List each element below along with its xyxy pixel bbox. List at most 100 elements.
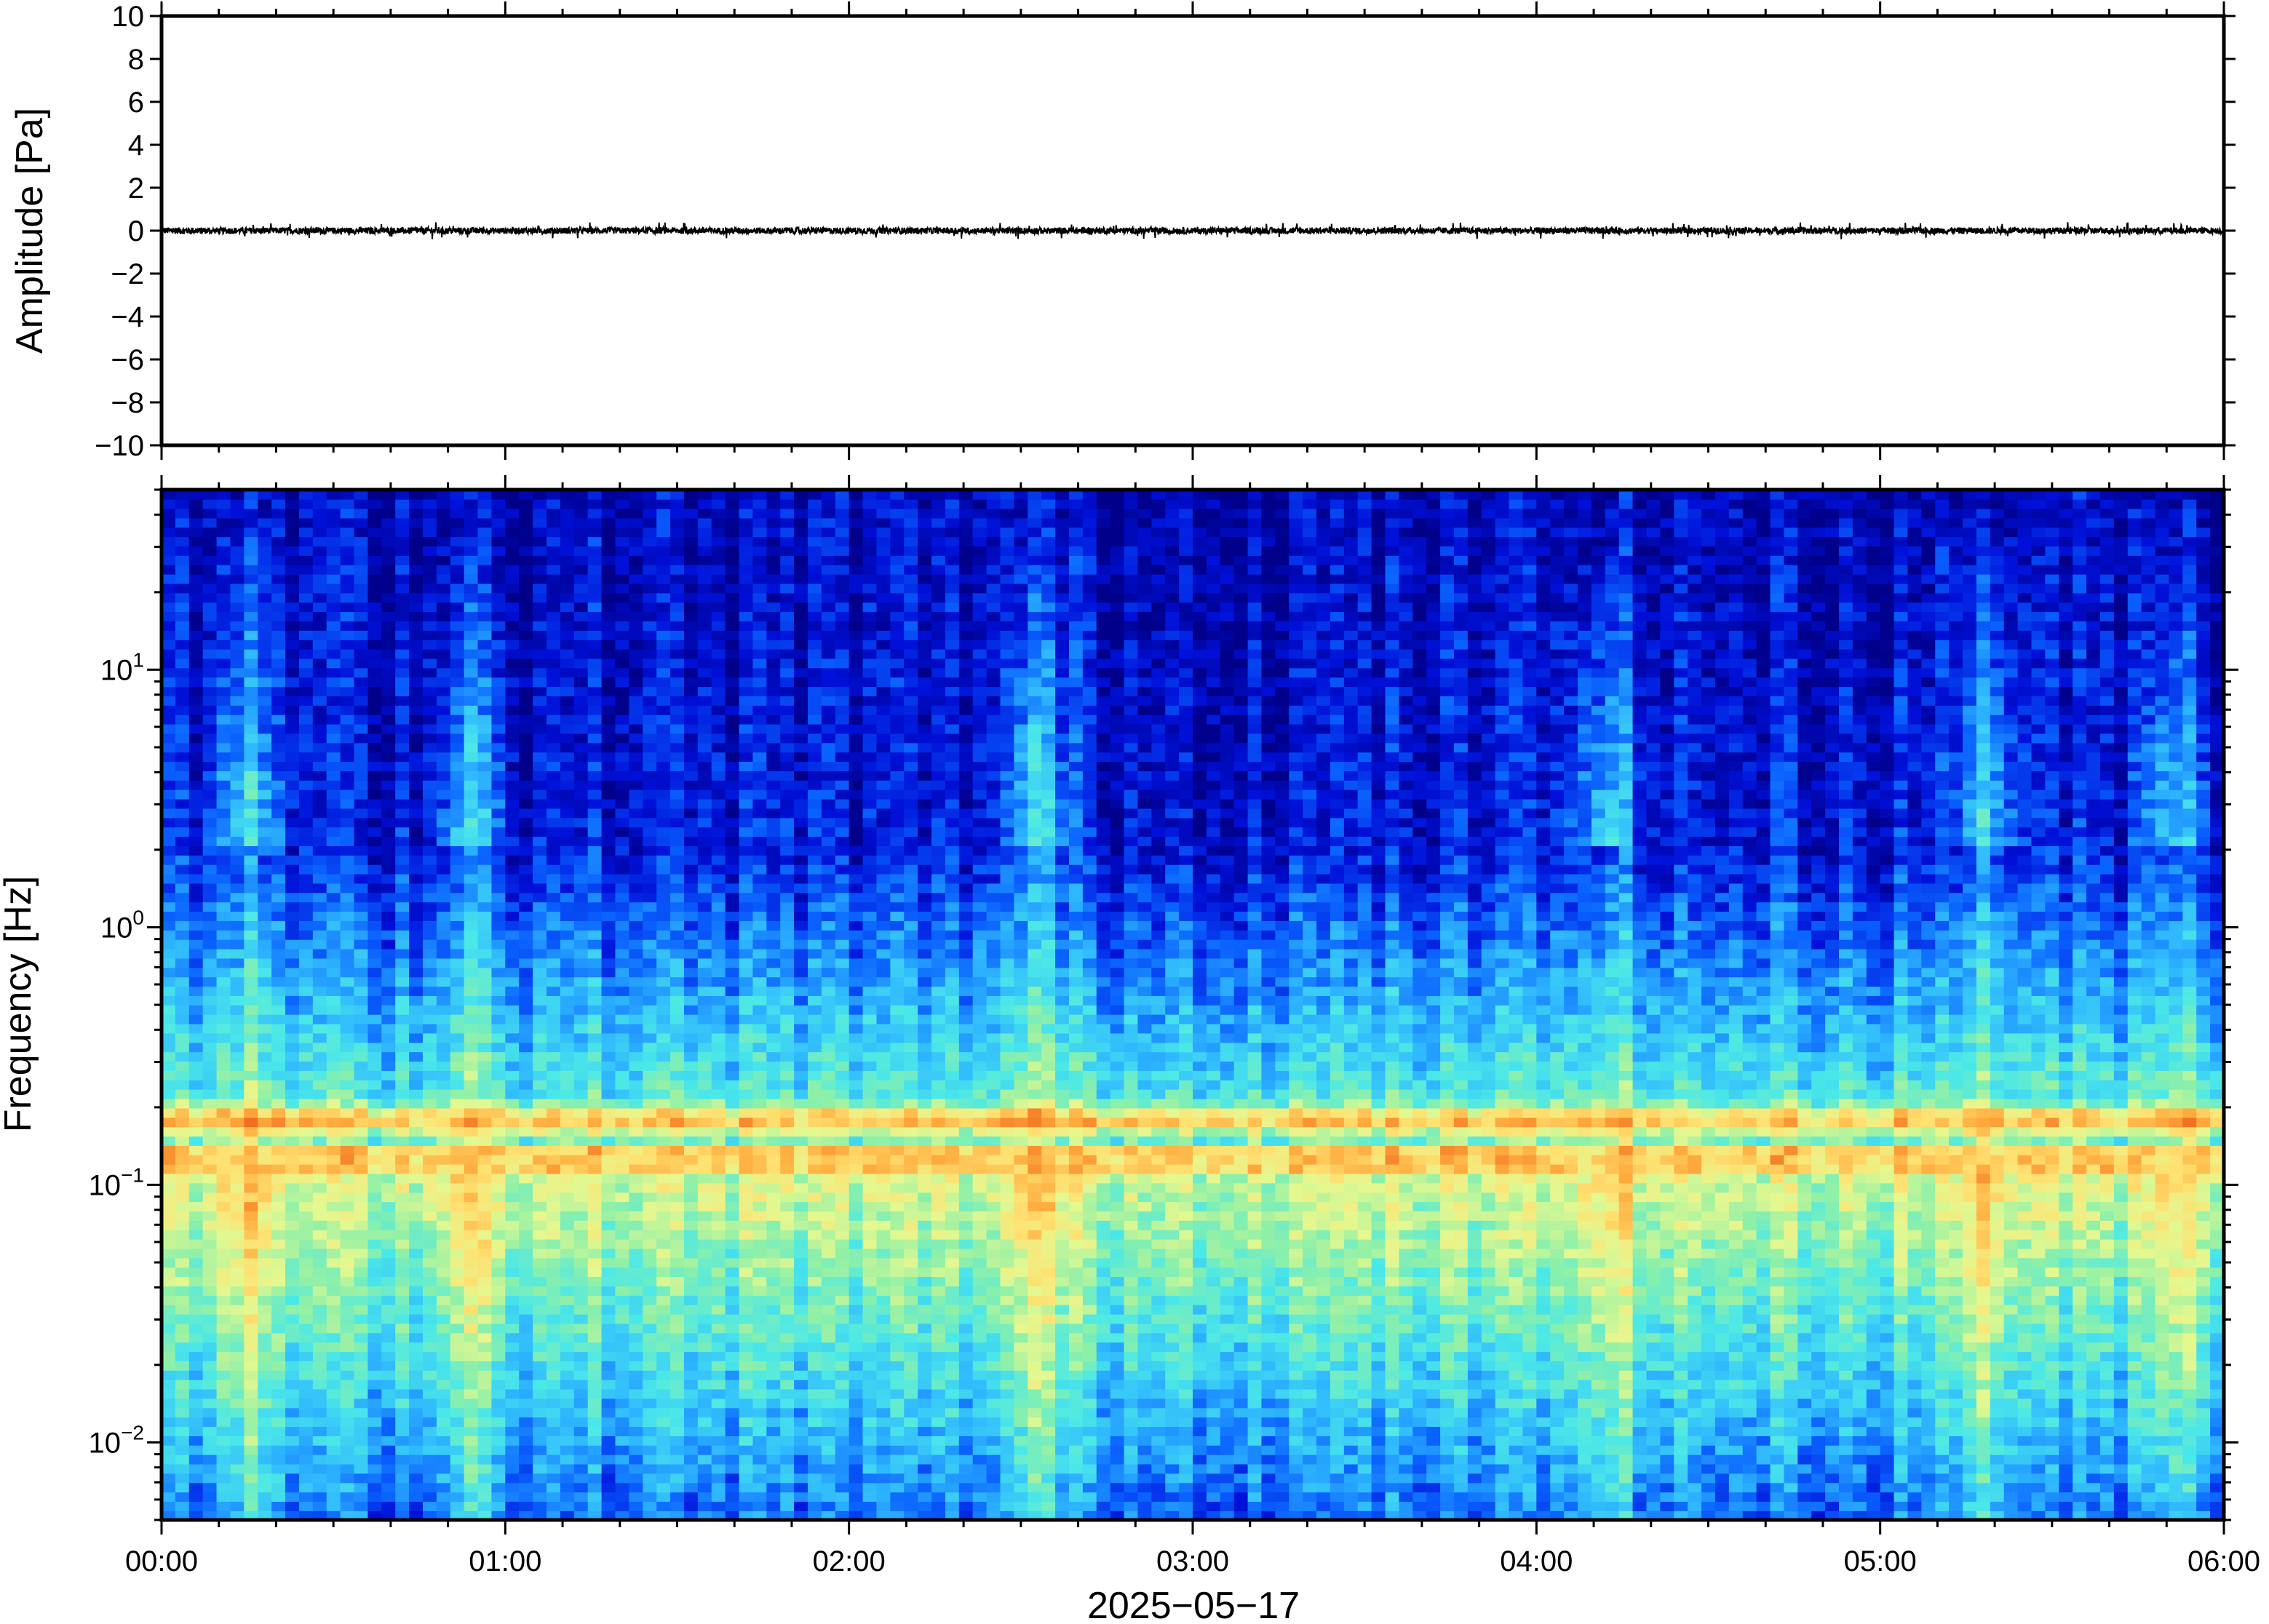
spectrogram-cell	[533, 1388, 547, 1399]
spectrogram-cell	[670, 1436, 685, 1446]
spectrogram-cell	[395, 1014, 410, 1024]
spectrogram-cell	[629, 639, 644, 650]
spectrogram-cell	[409, 930, 424, 940]
spectrogram-cell	[271, 976, 286, 987]
spectrogram-cell	[697, 573, 712, 584]
spectrogram-cell	[464, 696, 479, 706]
spectrogram-cell	[560, 1286, 575, 1296]
spectrogram-cell	[547, 564, 561, 575]
spectrogram-cell	[587, 930, 603, 940]
spectrogram-cell	[367, 1482, 383, 1493]
spectrogram-cell	[422, 1323, 437, 1334]
spectrogram-cell	[298, 939, 314, 950]
spectrogram-cell	[409, 667, 424, 678]
spectrogram-cell	[670, 1154, 685, 1165]
spectrogram-cell	[367, 1098, 383, 1109]
spectrogram-cell	[175, 845, 190, 856]
spectrogram-cell	[560, 527, 575, 538]
spectrogram-cell	[643, 1182, 657, 1193]
spectrogram-cell	[533, 714, 547, 725]
spectrogram-cell	[601, 696, 616, 706]
spectrogram-cell	[477, 555, 493, 565]
spectrogram-cell	[285, 536, 300, 547]
spectrogram-cell	[271, 1445, 286, 1455]
spectrogram-cell	[519, 930, 533, 940]
spectrogram-cell	[409, 1257, 424, 1268]
spectrogram-cell	[216, 892, 231, 903]
spectrogram-cell	[547, 1032, 561, 1043]
spectrogram-cell	[656, 827, 671, 837]
spectrogram-cell	[367, 1426, 383, 1436]
spectrogram-cell	[436, 1136, 451, 1146]
spectrogram-cell	[162, 1032, 176, 1043]
spectrogram-cell	[409, 517, 424, 528]
spectrogram-cell	[739, 808, 754, 819]
spectrogram-cell	[670, 1136, 685, 1146]
spectrogram-cell	[162, 733, 176, 744]
spectrogram-cell	[216, 621, 231, 631]
spectrogram-cell	[670, 771, 685, 781]
spectrogram-cell	[533, 958, 547, 968]
spectrogram-cell	[230, 789, 245, 800]
spectrogram-cell	[547, 1201, 561, 1211]
spectrogram-cell	[725, 1286, 740, 1296]
spectrogram-cell	[519, 639, 533, 650]
spectrogram-cell	[697, 498, 712, 509]
spectrogram-cell	[188, 939, 204, 950]
spectrogram-cell	[547, 1436, 561, 1446]
spectrogram-cell	[367, 1117, 383, 1128]
spectrogram-cell	[739, 1229, 754, 1240]
spectrogram-cell	[560, 1248, 575, 1259]
spectrogram-cell	[258, 658, 272, 669]
spectrogram-cell	[367, 1173, 383, 1184]
spectrogram-cell	[298, 1229, 314, 1240]
spectrogram-cell	[340, 1014, 355, 1024]
spectrogram-cell	[271, 677, 286, 688]
spectrogram-cell	[175, 864, 190, 875]
spectrogram-cell	[298, 1042, 314, 1053]
spectrogram-cell	[354, 1257, 369, 1268]
spectrogram-cell	[601, 911, 616, 921]
spectrogram-cell	[505, 1351, 520, 1361]
spectrogram-cell	[381, 1248, 396, 1259]
spectrogram-cell	[752, 1211, 768, 1221]
spectrogram-cell	[298, 1342, 314, 1353]
spectrogram-cell	[739, 733, 754, 744]
spectrogram-cell	[381, 696, 396, 706]
spectrogram-cell	[285, 1388, 300, 1399]
spectrogram-cell	[175, 508, 190, 519]
spectrogram-cell	[258, 845, 272, 856]
spectrogram-cell	[573, 1379, 589, 1390]
spectrogram-cell	[519, 1342, 533, 1353]
spectrogram-cell	[258, 555, 272, 565]
spectrogram-cell	[367, 1163, 383, 1174]
spectrogram-cell	[697, 1229, 712, 1240]
spectrogram-cell	[752, 527, 768, 538]
spectrogram-cell	[312, 490, 327, 500]
spectrogram-cell	[188, 901, 204, 912]
spectrogram-cell	[436, 1032, 451, 1043]
spectrogram-cell	[326, 1295, 341, 1305]
spectrogram-cell	[381, 1136, 396, 1146]
spectrogram-cell	[175, 1473, 190, 1484]
spectrogram-cell	[711, 1136, 726, 1146]
spectrogram-cell	[505, 761, 520, 771]
spectrogram-cell	[519, 1463, 533, 1474]
spectrogram-cell	[395, 1267, 410, 1278]
spectrogram-cell	[326, 527, 341, 538]
spectrogram-cell	[188, 1267, 204, 1278]
spectrogram-cell	[739, 1361, 754, 1371]
spectrogram-cell	[725, 986, 740, 996]
spectrogram-cell	[519, 733, 533, 744]
spectrogram-cell	[436, 1398, 451, 1409]
spectrogram-cell	[312, 855, 327, 865]
spectrogram-cell	[312, 911, 327, 921]
spectrogram-cell	[643, 667, 657, 678]
spectrogram-cell	[629, 1313, 644, 1324]
spectrogram-cell	[271, 1117, 286, 1128]
spectrogram-cell	[381, 1201, 396, 1211]
spectrogram-cell	[629, 1323, 644, 1334]
spectrogram-cell	[711, 1229, 726, 1240]
spectrogram-cell	[354, 1145, 369, 1155]
spectrogram-cell	[752, 677, 768, 688]
